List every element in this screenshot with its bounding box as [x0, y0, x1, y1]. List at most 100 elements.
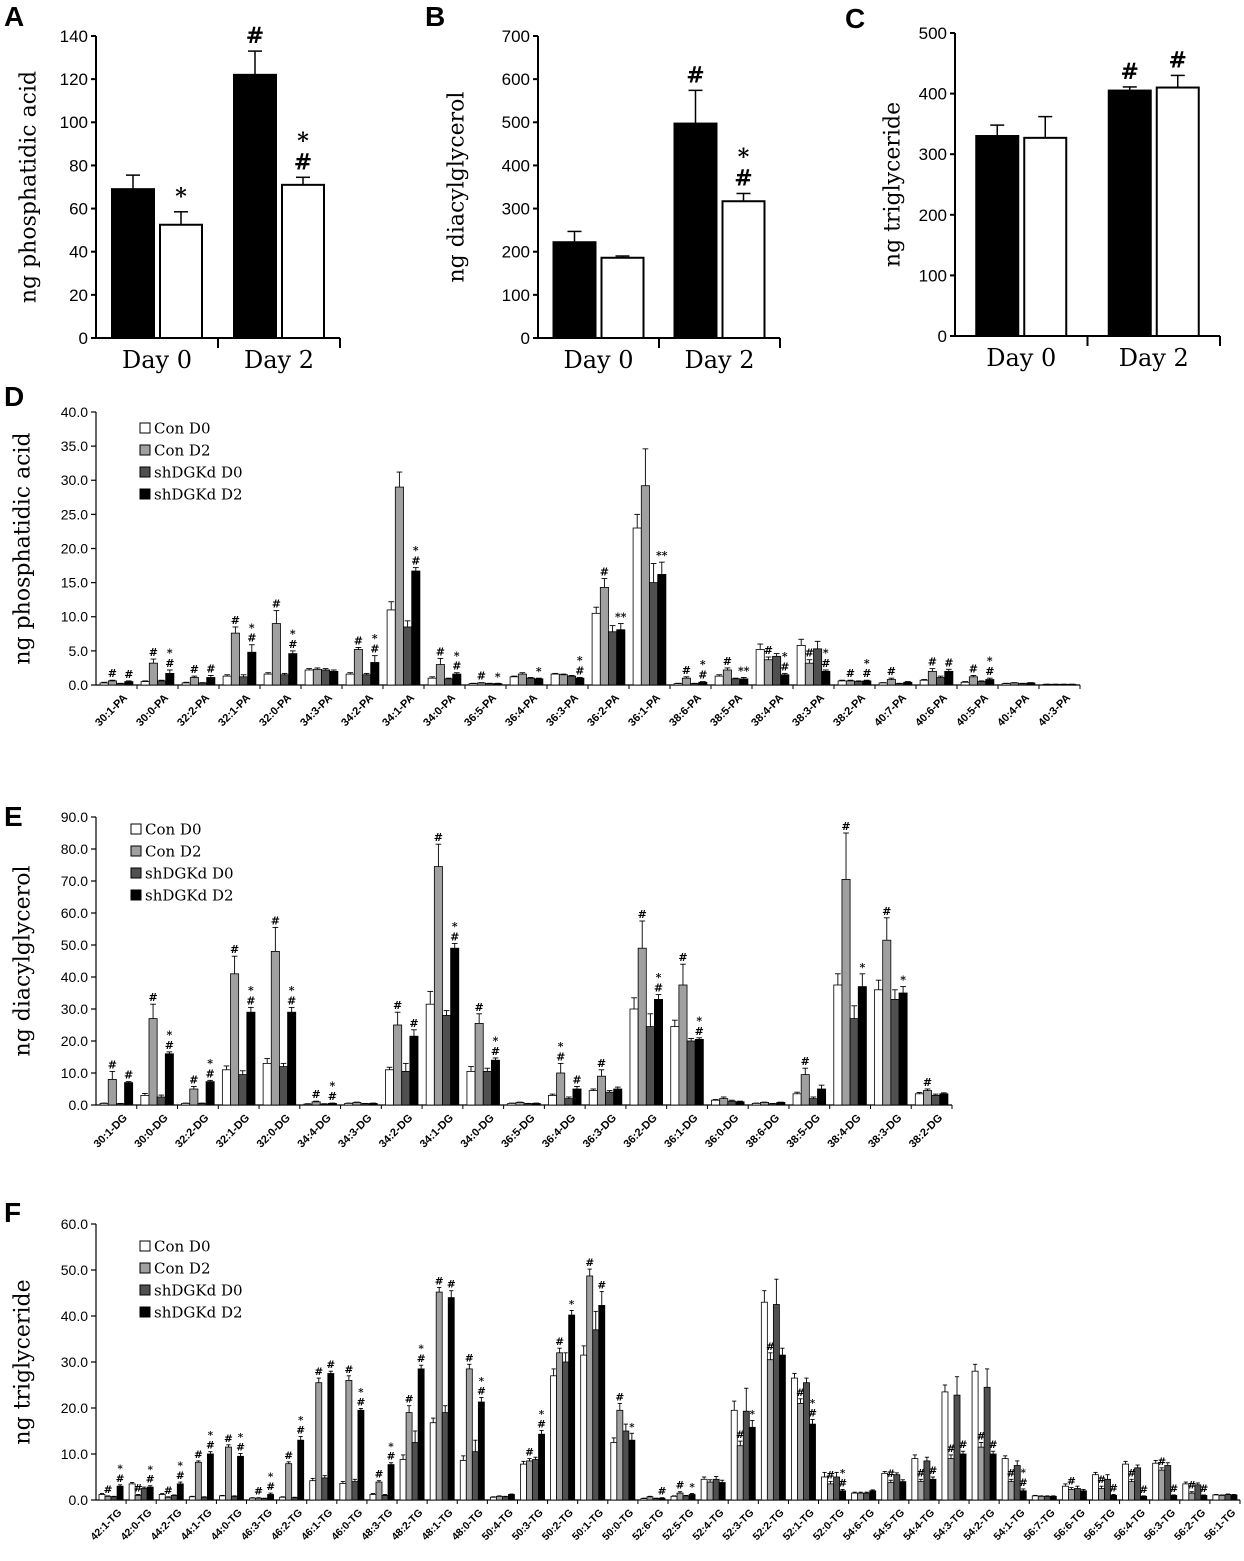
bar	[1018, 683, 1028, 686]
bar	[526, 1460, 533, 1501]
bar	[941, 1391, 949, 1501]
bar	[899, 1481, 907, 1501]
x-category-label: 48:2-TG	[389, 1507, 425, 1543]
bar	[230, 973, 240, 1106]
bar	[817, 1088, 827, 1106]
bar	[1061, 1485, 1069, 1501]
significance-mark: *#	[266, 1471, 275, 1493]
bar	[772, 1304, 780, 1501]
x-category-label: 32:1-PA	[216, 692, 253, 729]
bar	[339, 1483, 347, 1501]
svg-text:#: #	[149, 646, 158, 659]
bar	[490, 1059, 500, 1106]
svg-text:*: *	[297, 128, 309, 154]
legend-label: Con D2	[145, 842, 202, 860]
bar	[345, 1380, 353, 1501]
svg-text:#: #	[525, 1447, 534, 1459]
legend-swatch	[130, 889, 142, 901]
x-category-label: 48:0-TG	[450, 1507, 486, 1543]
svg-text:*: *	[268, 1471, 274, 1483]
significance-mark: #	[658, 1486, 667, 1498]
svg-text:#: #	[271, 914, 280, 927]
y-tick-label: 0	[521, 329, 530, 348]
svg-text:#: #	[1187, 1480, 1196, 1492]
bar	[523, 1103, 533, 1106]
bar	[466, 1071, 476, 1106]
svg-text:#: #	[886, 1468, 895, 1480]
significance-mark: #	[314, 1366, 323, 1378]
bar	[712, 1478, 720, 1501]
bar	[291, 1497, 299, 1501]
svg-text:*: *	[147, 1464, 153, 1476]
significance-mark: *#	[296, 1415, 305, 1437]
svg-text:#: #	[116, 1473, 125, 1485]
significance-mark: *#	[294, 128, 312, 175]
svg-text:#: #	[766, 1341, 775, 1353]
significance-mark: #	[108, 1058, 117, 1071]
x-category-label: 30:1-DG	[92, 1112, 130, 1150]
bar	[878, 682, 888, 686]
y-tick-label: 600	[502, 70, 530, 89]
significance-mark: #	[230, 943, 239, 956]
svg-text:#: #	[734, 165, 752, 191]
significance-mark: #	[254, 1486, 263, 1498]
svg-text:#: #	[575, 664, 584, 677]
svg-text:#: #	[344, 1364, 353, 1376]
bar	[1188, 1492, 1196, 1501]
bar	[854, 681, 864, 686]
bar	[895, 683, 905, 686]
bar	[628, 1439, 636, 1501]
x-category-label: 50:4-TG	[480, 1507, 516, 1543]
svg-text:#: #	[572, 1073, 581, 1086]
y-tick-label: 10.0	[61, 1065, 88, 1081]
svg-text:#: #	[206, 662, 215, 675]
bar	[800, 1074, 810, 1106]
svg-text:#: #	[1019, 1477, 1028, 1489]
bar	[944, 670, 954, 686]
significance-mark: *	[859, 961, 865, 974]
svg-text:#: #	[985, 665, 994, 678]
x-category-label: 32:2-PA	[175, 692, 212, 729]
bar	[124, 681, 134, 686]
significance-mark: *#	[328, 1080, 337, 1103]
bar	[1194, 1484, 1202, 1501]
bar	[959, 1453, 967, 1501]
svg-text:#: #	[452, 660, 461, 673]
y-tick-label: 80	[69, 156, 88, 175]
bar	[165, 672, 175, 686]
bar	[591, 612, 601, 686]
significance-mark: *	[536, 665, 542, 678]
svg-text:#: #	[148, 991, 157, 1004]
bar	[851, 1492, 859, 1501]
bar	[255, 1497, 262, 1501]
bar	[1182, 1483, 1190, 1501]
bar	[960, 681, 970, 686]
y-tick-label: 40.0	[61, 404, 88, 420]
bar	[760, 1301, 768, 1501]
bar	[968, 676, 978, 686]
bar	[841, 879, 851, 1106]
x-category-label: 34:1-PA	[380, 692, 417, 729]
y-axis-label: ng diacylglycerol	[11, 866, 36, 1057]
significance-mark: *#	[246, 984, 255, 1007]
x-category-label: 46:3-TG	[239, 1507, 275, 1543]
svg-text:#: #	[686, 62, 704, 88]
bar	[249, 1497, 256, 1501]
bar	[556, 1072, 566, 1106]
bar	[1164, 1465, 1172, 1501]
x-category-label: 50:2-TG	[540, 1507, 576, 1543]
x-category-label: 40:3-PA	[1036, 692, 1073, 729]
legend-label: shDGKd D0	[154, 1281, 243, 1299]
svg-text:*: *	[738, 145, 750, 171]
y-tick-label: 30.0	[61, 1354, 88, 1370]
significance-mark: *#	[477, 1375, 486, 1397]
svg-text:#: #	[764, 644, 773, 657]
significance-mark: *	[175, 184, 187, 210]
svg-text:*: *	[413, 544, 419, 557]
y-tick-label: 400	[502, 156, 530, 175]
bar	[1043, 1495, 1051, 1501]
bar	[637, 947, 647, 1106]
legend-swatch	[139, 1240, 151, 1252]
svg-text:#: #	[841, 820, 850, 833]
bar	[387, 1464, 395, 1501]
